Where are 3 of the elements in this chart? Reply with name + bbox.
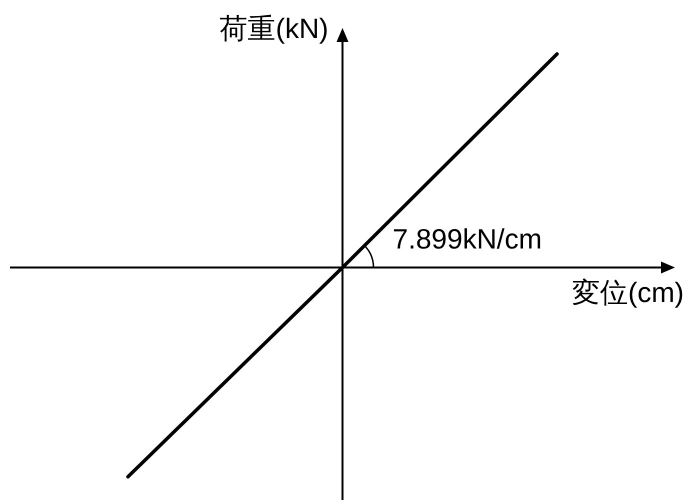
annotation: 7.899kN/cm (392, 224, 542, 254)
y-axis-title: 荷重(kN) (220, 13, 328, 44)
x-axis-title: 変位(cm) (572, 277, 684, 308)
